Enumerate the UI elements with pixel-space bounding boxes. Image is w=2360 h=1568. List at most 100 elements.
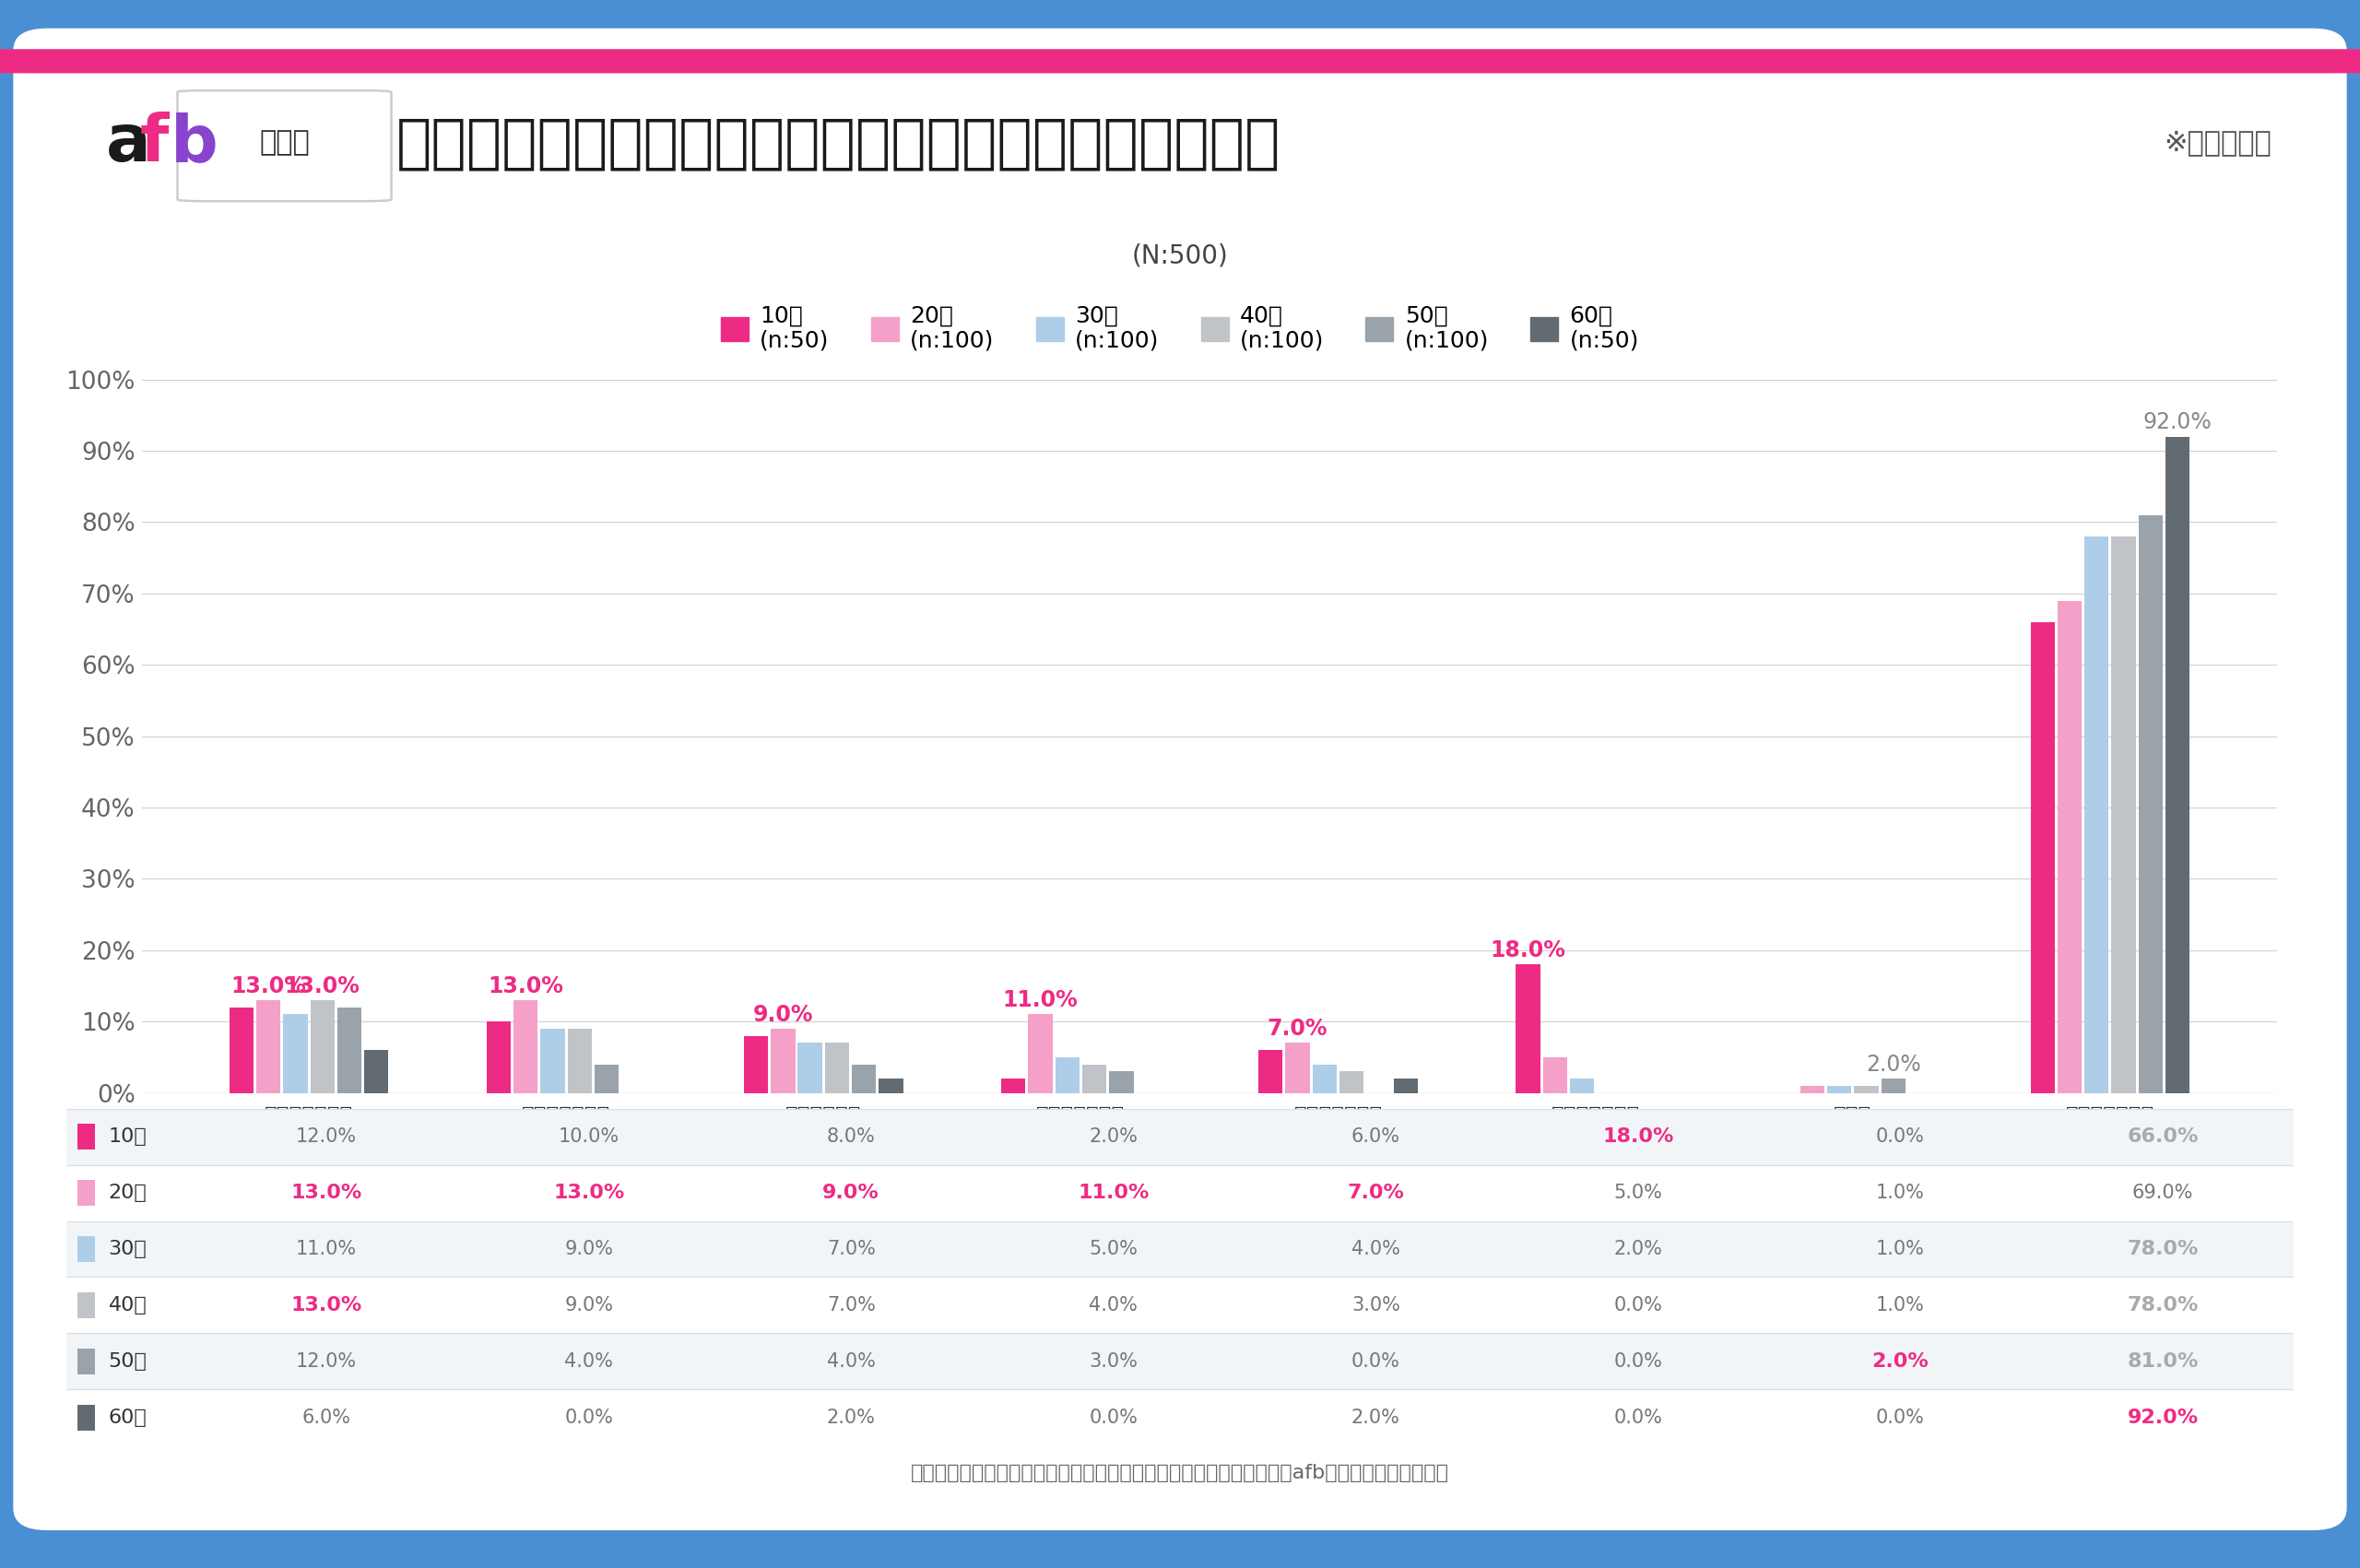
Bar: [66, 1333, 2294, 1389]
Text: a: a: [106, 111, 151, 174]
Text: 7.0%: 7.0%: [1267, 1018, 1329, 1040]
Text: 13.0%: 13.0%: [286, 975, 361, 997]
Text: 7.0%: 7.0%: [1348, 1184, 1404, 1203]
Bar: [66, 1276, 2294, 1333]
Text: 4.0%: 4.0%: [1352, 1240, 1399, 1258]
Bar: [566, 1029, 592, 1093]
Text: 1.0%: 1.0%: [1876, 1240, 1926, 1258]
Bar: [1258, 1051, 1284, 1093]
Text: 3.0%: 3.0%: [1352, 1297, 1399, 1314]
Text: 78.0%: 78.0%: [2126, 1240, 2200, 1258]
Text: 92.0%: 92.0%: [2126, 1408, 2197, 1427]
Text: 1.0%: 1.0%: [1876, 1184, 1926, 1203]
Bar: [1515, 964, 1541, 1093]
Bar: [66, 1221, 2294, 1276]
Text: 9.0%: 9.0%: [564, 1240, 614, 1258]
Bar: [1392, 1079, 1418, 1093]
Bar: [2030, 622, 2056, 1093]
Bar: [78, 1292, 94, 1317]
Text: 6.0%: 6.0%: [302, 1408, 352, 1427]
Text: 13.0%: 13.0%: [552, 1184, 625, 1203]
Bar: [1569, 1079, 1593, 1093]
Text: 2.0%: 2.0%: [826, 1408, 876, 1427]
Text: 5.0%: 5.0%: [1088, 1240, 1138, 1258]
Text: どのようにリスキリング・自己研鑽に励んでいますか？: どのようにリスキリング・自己研鑽に励んでいますか？: [396, 114, 1279, 171]
Text: 69.0%: 69.0%: [2131, 1184, 2192, 1203]
Bar: [2138, 514, 2162, 1093]
Bar: [486, 1022, 510, 1093]
Bar: [878, 1079, 904, 1093]
Text: 30代: 30代: [109, 1240, 146, 1258]
Text: 年代別: 年代別: [260, 130, 309, 157]
Text: 2.0%: 2.0%: [1867, 1054, 1921, 1076]
Bar: [1286, 1043, 1310, 1093]
Bar: [595, 1065, 618, 1093]
Text: 92.0%: 92.0%: [2143, 411, 2211, 434]
Text: 株式会社フォーイット　パフォーマンステクノロジーネットワーク『afb（アフィビー）』調べ: 株式会社フォーイット パフォーマンステクノロジーネットワーク『afb（アフィビー…: [911, 1465, 1449, 1482]
Text: 13.0%: 13.0%: [290, 1297, 361, 1314]
Bar: [1827, 1085, 1853, 1093]
Text: 4.0%: 4.0%: [564, 1352, 614, 1370]
Text: 20代: 20代: [109, 1184, 146, 1203]
Text: 11.0%: 11.0%: [295, 1240, 356, 1258]
Text: 0.0%: 0.0%: [1876, 1127, 1926, 1146]
Text: 11.0%: 11.0%: [1003, 989, 1079, 1011]
Text: 8.0%: 8.0%: [826, 1127, 876, 1146]
Text: 0.0%: 0.0%: [1614, 1297, 1661, 1314]
Bar: [540, 1029, 564, 1093]
Text: 0.0%: 0.0%: [1614, 1352, 1661, 1370]
Bar: [66, 1109, 2294, 1165]
Text: 6.0%: 6.0%: [1352, 1127, 1399, 1146]
Bar: [2166, 436, 2190, 1093]
Text: f: f: [139, 111, 168, 174]
Bar: [2058, 601, 2082, 1093]
Bar: [772, 1029, 795, 1093]
Bar: [309, 1000, 335, 1093]
Text: 18.0%: 18.0%: [1602, 1127, 1673, 1146]
Text: 12.0%: 12.0%: [295, 1352, 356, 1370]
Text: 78.0%: 78.0%: [2126, 1297, 2200, 1314]
Bar: [826, 1043, 850, 1093]
Text: b: b: [170, 111, 219, 174]
Text: 60代: 60代: [109, 1408, 146, 1427]
Bar: [798, 1043, 821, 1093]
Bar: [283, 1014, 307, 1093]
Text: 11.0%: 11.0%: [1079, 1184, 1149, 1203]
Bar: [1083, 1065, 1107, 1093]
Text: 0.0%: 0.0%: [564, 1408, 614, 1427]
Bar: [78, 1348, 94, 1374]
Bar: [2112, 536, 2136, 1093]
Text: 2.0%: 2.0%: [1871, 1352, 1928, 1370]
Text: (N:500): (N:500): [1133, 243, 1227, 270]
Text: 0.0%: 0.0%: [1876, 1408, 1926, 1427]
Legend: 10代
(n:50), 20代
(n:100), 30代
(n:100), 40代
(n:100), 50代
(n:100), 60代
(n:50): 10代 (n:50), 20代 (n:100), 30代 (n:100), 40…: [713, 295, 1647, 361]
Bar: [257, 1000, 281, 1093]
Text: 2.0%: 2.0%: [1088, 1127, 1138, 1146]
Text: 0.0%: 0.0%: [1614, 1408, 1661, 1427]
Bar: [743, 1036, 767, 1093]
Bar: [78, 1405, 94, 1430]
Bar: [1340, 1071, 1364, 1093]
Bar: [337, 1007, 361, 1093]
Text: 0.0%: 0.0%: [1352, 1352, 1399, 1370]
Text: 12.0%: 12.0%: [295, 1127, 356, 1146]
Text: 2.0%: 2.0%: [1614, 1240, 1661, 1258]
FancyBboxPatch shape: [0, 49, 2360, 74]
Text: 9.0%: 9.0%: [824, 1184, 880, 1203]
Text: 18.0%: 18.0%: [1489, 939, 1565, 961]
Bar: [1881, 1079, 1905, 1093]
Text: 10.0%: 10.0%: [559, 1127, 618, 1146]
Text: 0.0%: 0.0%: [1088, 1408, 1138, 1427]
Text: 13.0%: 13.0%: [489, 975, 564, 997]
Text: 5.0%: 5.0%: [1614, 1184, 1661, 1203]
Bar: [514, 1000, 538, 1093]
Bar: [1801, 1085, 1824, 1093]
Text: 81.0%: 81.0%: [2126, 1352, 2200, 1370]
Text: 9.0%: 9.0%: [753, 1004, 814, 1025]
Bar: [1109, 1071, 1133, 1093]
Text: 1.0%: 1.0%: [1876, 1297, 1926, 1314]
Text: 7.0%: 7.0%: [826, 1240, 876, 1258]
Bar: [78, 1124, 94, 1149]
Bar: [2084, 536, 2110, 1093]
Bar: [1055, 1057, 1079, 1093]
